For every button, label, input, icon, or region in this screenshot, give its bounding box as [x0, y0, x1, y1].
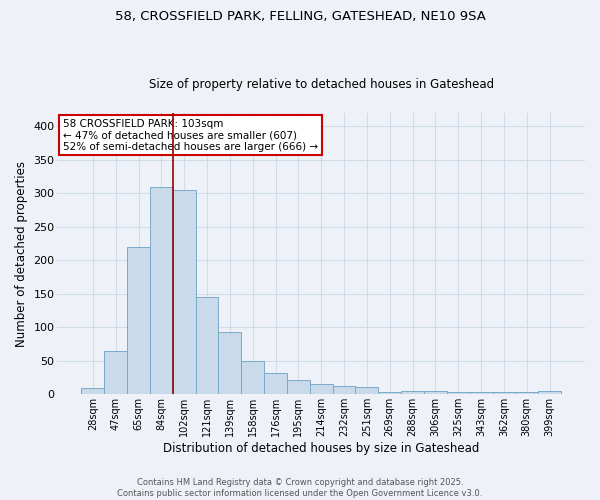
Bar: [332, 386, 355, 394]
Bar: [515, 392, 538, 394]
Bar: [241, 362, 264, 394]
Bar: [424, 391, 447, 394]
Bar: [127, 247, 150, 394]
Bar: [538, 391, 561, 394]
Bar: [150, 186, 173, 394]
Bar: [264, 373, 287, 394]
Bar: [104, 351, 127, 395]
Bar: [379, 392, 401, 394]
Bar: [310, 384, 332, 394]
Bar: [355, 387, 379, 394]
Text: 58, CROSSFIELD PARK, FELLING, GATESHEAD, NE10 9SA: 58, CROSSFIELD PARK, FELLING, GATESHEAD,…: [115, 10, 485, 23]
Bar: [470, 392, 493, 394]
Bar: [447, 392, 470, 394]
X-axis label: Distribution of detached houses by size in Gateshead: Distribution of detached houses by size …: [163, 442, 479, 455]
Text: 58 CROSSFIELD PARK: 103sqm
← 47% of detached houses are smaller (607)
52% of sem: 58 CROSSFIELD PARK: 103sqm ← 47% of deta…: [63, 118, 318, 152]
Text: Contains HM Land Registry data © Crown copyright and database right 2025.
Contai: Contains HM Land Registry data © Crown c…: [118, 478, 482, 498]
Bar: [218, 332, 241, 394]
Title: Size of property relative to detached houses in Gateshead: Size of property relative to detached ho…: [149, 78, 494, 91]
Bar: [401, 391, 424, 394]
Bar: [287, 380, 310, 394]
Y-axis label: Number of detached properties: Number of detached properties: [15, 160, 28, 346]
Bar: [493, 392, 515, 394]
Bar: [196, 297, 218, 394]
Bar: [173, 190, 196, 394]
Bar: [82, 388, 104, 394]
